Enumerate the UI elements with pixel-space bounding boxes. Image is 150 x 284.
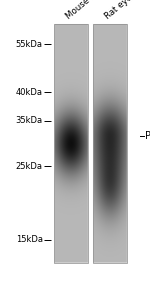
Text: 15kDa: 15kDa	[16, 235, 43, 245]
Text: 25kDa: 25kDa	[16, 162, 43, 171]
Text: 35kDa: 35kDa	[16, 116, 43, 125]
Bar	[54, 24, 88, 263]
Text: 40kDa: 40kDa	[16, 88, 43, 97]
Text: 55kDa: 55kDa	[16, 39, 43, 49]
Text: Mouse eye: Mouse eye	[64, 0, 106, 21]
Text: PDC: PDC	[145, 131, 150, 141]
Bar	[93, 24, 127, 263]
Text: Rat eye: Rat eye	[103, 0, 134, 21]
